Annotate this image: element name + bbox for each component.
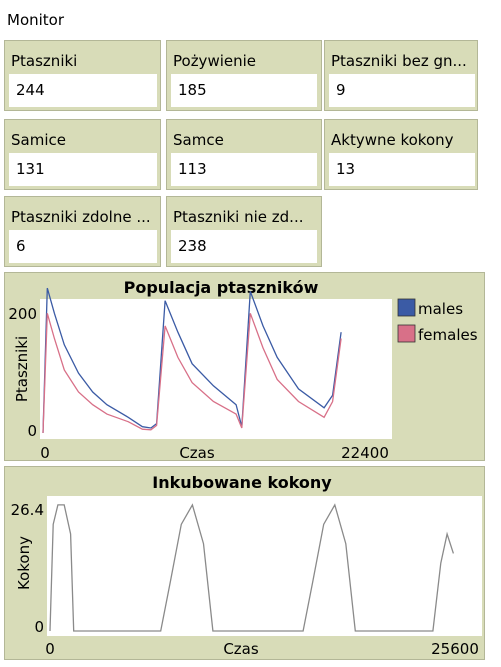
plot-populacja-svg: Populacja ptaszników 200 0 Ptaszniki 0 2… <box>8 278 478 462</box>
chart-title: Inkubowane kokony <box>152 473 332 492</box>
monitor-value: 6 <box>9 230 157 263</box>
monitor-label: Samice <box>11 131 66 149</box>
monitor-pozywienie: Pożywienie 185 <box>166 40 322 111</box>
chart-title: Populacja ptaszników <box>124 278 319 297</box>
series-line-males <box>42 287 342 434</box>
monitor-ptaszniki-zdolne: Ptaszniki zdolne ... 6 <box>4 196 161 267</box>
plot-area <box>47 496 482 636</box>
monitor-label: Ptaszniki bez gn... <box>331 52 467 70</box>
monitor-ptaszniki: Ptaszniki 244 <box>4 40 161 111</box>
monitor-section-title: Monitor <box>7 11 65 29</box>
monitor-value: 9 <box>329 74 475 107</box>
monitor-aktywne-kokony: Aktywne kokony 13 <box>324 119 478 190</box>
y-tick-label-max: 200 <box>8 305 37 323</box>
monitor-value: 185 <box>171 74 317 107</box>
series-line-kokony <box>49 503 455 632</box>
x-axis-label: Czas <box>223 640 259 658</box>
series-line-females <box>42 313 342 434</box>
y-tick-label-min: 0 <box>34 618 44 636</box>
x-axis-label: Czas <box>179 444 215 462</box>
x-tick-label-max: 25600 <box>431 640 479 658</box>
monitor-value: 131 <box>9 153 157 186</box>
monitor-value: 113 <box>171 153 317 186</box>
legend-label-males: males <box>418 300 463 318</box>
monitor-label: Ptaszniki <box>11 52 78 70</box>
monitor-samice: Samice 131 <box>4 119 161 190</box>
monitor-label: Pożywienie <box>173 52 257 70</box>
legend-label-females: females <box>418 326 478 344</box>
plot-area <box>40 299 392 439</box>
monitor-label: Ptaszniki zdolne ... <box>11 208 151 226</box>
monitor-value: 244 <box>9 74 157 107</box>
plot-inkubowane-kokony-svg: Inkubowane kokony 26.4 0 Kokony 0 25600 … <box>11 473 482 658</box>
plot-populacja: Populacja ptaszników 200 0 Ptaszniki 0 2… <box>4 272 485 462</box>
x-tick-label-max: 22400 <box>341 444 389 462</box>
monitor-label: Samce <box>173 131 224 149</box>
monitor-value: 13 <box>329 153 475 186</box>
y-tick-label-max: 26.4 <box>11 501 44 519</box>
plot-inkubowane-kokony: Inkubowane kokony 26.4 0 Kokony 0 25600 … <box>4 466 485 660</box>
monitor-label: Ptaszniki nie zd... <box>173 208 304 226</box>
x-tick-label-min: 0 <box>40 444 50 462</box>
legend-swatch-females <box>397 324 416 343</box>
x-tick-label-min: 0 <box>45 640 55 658</box>
legend-swatch-males <box>397 298 416 317</box>
y-axis-label: Kokony <box>15 536 33 590</box>
monitor-samce: Samce 113 <box>166 119 322 190</box>
monitor-label: Aktywne kokony <box>331 131 454 149</box>
monitor-ptaszniki-bez-gniazda: Ptaszniki bez gn... 9 <box>324 40 478 111</box>
y-tick-label-min: 0 <box>27 422 37 440</box>
y-axis-label: Ptaszniki <box>13 336 31 402</box>
monitor-value: 238 <box>171 230 317 263</box>
monitor-ptaszniki-nie-zdolne: Ptaszniki nie zd... 238 <box>166 196 322 267</box>
